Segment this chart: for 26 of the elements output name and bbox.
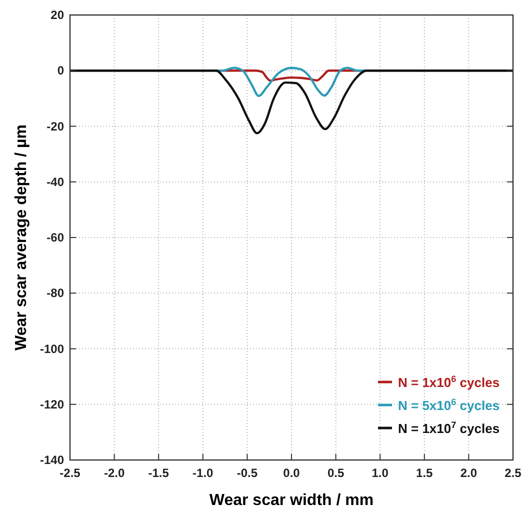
y-axis-title: Wear scar average depth / µm: [13, 124, 30, 350]
y-tick-label: -140: [40, 453, 64, 467]
x-tick-label: -2.5: [60, 466, 81, 480]
x-tick-label: -1.5: [148, 466, 170, 480]
y-tick-label: 20: [50, 8, 64, 22]
legend-label: N = 1x10$^{6}$ cycles: [398, 374, 500, 390]
x-axis-title: Wear scar width / mm: [209, 492, 374, 509]
y-tick-label: -60: [46, 230, 64, 244]
y-tick-label: -100: [40, 342, 64, 356]
y-tick-label: -80: [46, 286, 64, 300]
y-tick-label: 0: [57, 64, 64, 78]
x-tick-label: 0.5: [327, 466, 344, 480]
y-tick-label: -120: [40, 397, 64, 412]
x-tick-label: 1.0: [372, 466, 389, 480]
x-tick-label: 0.0: [283, 466, 300, 480]
legend-label: N = 1x10$^{7}$ cycles: [398, 420, 500, 436]
x-tick-label: -0.5: [236, 466, 258, 480]
x-tick-label: 1.5: [416, 466, 434, 480]
x-tick-label: 2.5: [504, 466, 522, 480]
x-tick-label: 2.0: [460, 466, 478, 480]
x-tick-label: -2.0: [104, 466, 125, 480]
y-tick-label: -40: [46, 174, 64, 189]
y-tick-label: -20: [46, 119, 64, 134]
x-tick-label: -1.0: [192, 466, 214, 480]
legend-label: N = 5x10$^{6}$ cycles: [398, 397, 500, 413]
line-series: [68, 70, 514, 134]
